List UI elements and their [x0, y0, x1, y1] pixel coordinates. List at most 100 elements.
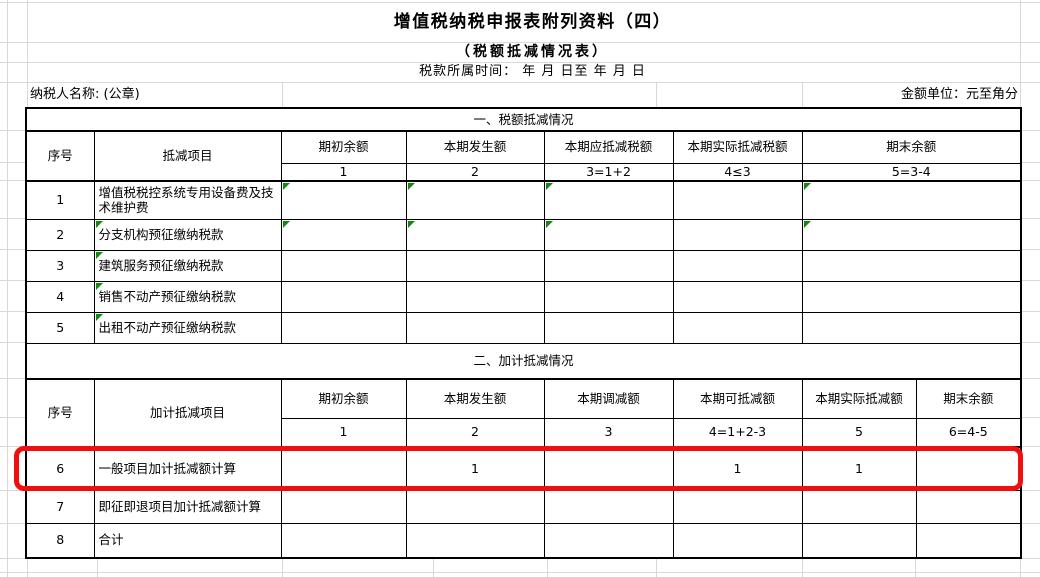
- col-header-item[interactable]: 抵减项目: [93, 130, 282, 182]
- section2-title[interactable]: 二、加计抵减情况: [24, 342, 1023, 380]
- value-cell[interactable]: [543, 311, 674, 344]
- error-indicator-icon: [407, 183, 415, 190]
- col-code[interactable]: 3: [543, 417, 674, 448]
- value-cell[interactable]: [672, 311, 803, 344]
- value-cell[interactable]: [801, 522, 917, 559]
- table-row: 7 即征即退项目加计抵减额计算: [25, 489, 1022, 524]
- value-cell[interactable]: [280, 311, 407, 344]
- value-cell[interactable]: [801, 311, 1022, 344]
- highlight-box-row6: [14, 446, 1023, 491]
- row-no-cell[interactable]: 7: [25, 489, 95, 524]
- value-cell[interactable]: [405, 280, 545, 313]
- value-cell[interactable]: [672, 489, 803, 524]
- col-header-actual-deducted[interactable]: 本期实际抵减税额: [672, 130, 803, 164]
- value-cell[interactable]: [543, 249, 674, 282]
- value-cell[interactable]: [543, 280, 674, 313]
- value-cell[interactable]: [280, 280, 407, 313]
- value-cell[interactable]: [405, 180, 545, 220]
- value-cell[interactable]: [405, 522, 545, 559]
- col-code[interactable]: 5=3-4: [801, 162, 1022, 182]
- value-cell[interactable]: [543, 522, 674, 559]
- item-cell[interactable]: 合计: [93, 522, 282, 559]
- value-cell[interactable]: [915, 489, 1022, 524]
- section1-code-row: 1 2 3=1+2 4≤3 5=3-4: [26, 162, 1022, 182]
- table-row: 2 分支机构预征缴纳税款: [25, 218, 1022, 251]
- item-cell[interactable]: 建筑服务预征缴纳税款: [93, 249, 282, 282]
- value-cell[interactable]: [543, 218, 674, 251]
- row-no-cell[interactable]: 2: [25, 218, 95, 251]
- item-cell[interactable]: 增值税税控系统专用设备费及技术维护费: [93, 180, 282, 220]
- value-cell[interactable]: [280, 218, 407, 251]
- col-code[interactable]: 2: [405, 162, 545, 182]
- row-no-cell[interactable]: 3: [25, 249, 95, 282]
- col-header-deductible[interactable]: 本期可抵减额: [672, 378, 803, 419]
- value-cell[interactable]: [915, 446, 1022, 491]
- col-code[interactable]: 1: [280, 162, 407, 182]
- value-cell[interactable]: [672, 280, 803, 313]
- col-code[interactable]: 1: [280, 417, 407, 448]
- col-header-seq[interactable]: 序号: [25, 130, 95, 182]
- col-code[interactable]: 2: [405, 417, 545, 448]
- error-indicator-icon: [95, 282, 103, 290]
- value-cell[interactable]: [801, 249, 1022, 282]
- value-cell[interactable]: [672, 249, 803, 282]
- error-indicator-icon: [803, 220, 811, 228]
- col-header-current-reduction[interactable]: 本期调减额: [543, 378, 674, 419]
- value-cell[interactable]: [801, 180, 1022, 220]
- section1-title[interactable]: 一、税额抵减情况: [24, 107, 1023, 132]
- col-header-ending-balance[interactable]: 期末余额: [801, 130, 1022, 164]
- value-cell[interactable]: [405, 311, 545, 344]
- value-cell[interactable]: [280, 180, 407, 220]
- col-code[interactable]: 5: [801, 417, 917, 448]
- col-code[interactable]: 4=1+2-3: [672, 417, 803, 448]
- row-no-cell[interactable]: 8: [25, 522, 95, 559]
- tax-deduction-table: 一、税额抵减情况 序号 抵减项目 期初余额 本期发生额 本期应抵减税额 本期实际…: [24, 107, 1023, 559]
- col-header-seq[interactable]: 序号: [25, 378, 95, 448]
- value-cell[interactable]: [672, 180, 803, 220]
- row-no-cell[interactable]: 1: [25, 180, 95, 220]
- row-no-cell[interactable]: 5: [25, 311, 95, 344]
- value-cell[interactable]: [280, 522, 407, 559]
- value-cell[interactable]: [280, 489, 407, 524]
- table-row: 3 建筑服务预征缴纳税款: [25, 249, 1022, 282]
- value-cell[interactable]: [801, 218, 1022, 251]
- value-cell[interactable]: [405, 489, 545, 524]
- value-cell[interactable]: [543, 489, 674, 524]
- col-header-opening-balance[interactable]: 期初余额: [280, 378, 407, 419]
- col-code[interactable]: 4≤3: [672, 162, 803, 182]
- item-cell[interactable]: 出租不动产预征缴纳税款: [93, 311, 282, 344]
- error-indicator-icon: [95, 220, 103, 228]
- col-header-deductible[interactable]: 本期应抵减税额: [543, 130, 674, 164]
- value-cell[interactable]: [543, 180, 674, 220]
- col-header-current-occurred[interactable]: 本期发生额: [405, 378, 545, 419]
- col-header-actual-deducted[interactable]: 本期实际抵减额: [801, 378, 917, 419]
- col-header-ending-balance[interactable]: 期末余额: [915, 378, 1022, 419]
- value-cell[interactable]: [801, 280, 1022, 313]
- item-cell[interactable]: 即征即退项目加计抵减额计算: [93, 489, 282, 524]
- col-header-opening-balance[interactable]: 期初余额: [280, 130, 407, 164]
- value-cell[interactable]: [405, 249, 545, 282]
- amount-unit-label: 金额单位：元至角分: [900, 87, 1018, 102]
- form-subtitle: （税额抵减情况表）: [456, 44, 609, 60]
- value-cell[interactable]: [915, 522, 1022, 559]
- value-cell[interactable]: [672, 522, 803, 559]
- col-header-item[interactable]: 加计抵减项目: [93, 378, 282, 448]
- col-header-current-occurred[interactable]: 本期发生额: [405, 130, 545, 164]
- value-cell[interactable]: [280, 249, 407, 282]
- row-no-cell[interactable]: 4: [25, 280, 95, 313]
- value-cell[interactable]: [405, 218, 545, 251]
- error-indicator-icon: [545, 183, 553, 190]
- error-indicator-icon: [407, 220, 415, 228]
- value-cell[interactable]: [672, 218, 803, 251]
- section1-column-header-row: 序号 抵减项目 期初余额 本期发生额 本期应抵减税额 本期实际抵减税额 期末余额: [25, 130, 1022, 182]
- col-code[interactable]: 3=1+2: [543, 162, 674, 182]
- item-cell[interactable]: 销售不动产预征缴纳税款: [93, 280, 282, 313]
- value-cell[interactable]: [801, 489, 917, 524]
- item-cell[interactable]: 一般项目加计抵减额计算: [93, 446, 282, 491]
- col-code[interactable]: 6=4-5: [915, 417, 1022, 448]
- tax-period-line: 税款所属时间： 年 月 日至 年 月 日: [419, 64, 646, 79]
- table-row-highlighted: 6 一般项目加计抵减额计算 1 1 1: [25, 446, 1022, 491]
- item-cell[interactable]: 分支机构预征缴纳税款: [93, 218, 282, 251]
- table-row: 4 销售不动产预征缴纳税款: [25, 280, 1022, 313]
- error-indicator-icon: [95, 251, 103, 259]
